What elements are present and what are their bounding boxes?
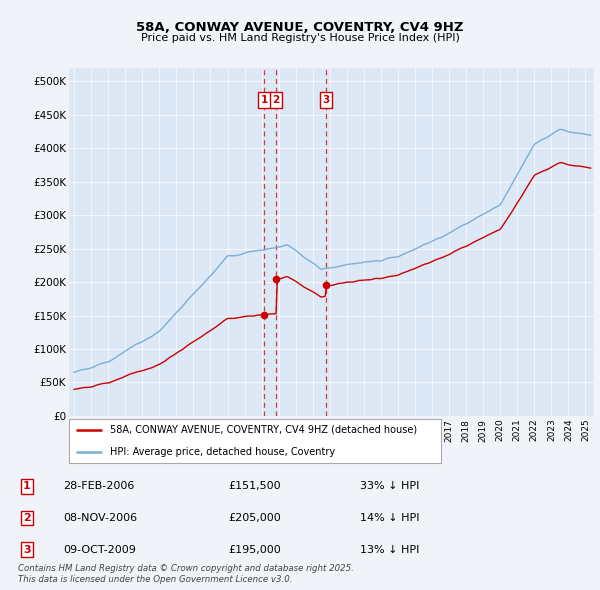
Text: This data is licensed under the Open Government Licence v3.0.: This data is licensed under the Open Gov… [18,575,293,584]
Text: 08-NOV-2006: 08-NOV-2006 [63,513,137,523]
Text: £195,000: £195,000 [228,545,281,555]
Text: 3: 3 [322,95,329,105]
Text: 33% ↓ HPI: 33% ↓ HPI [360,481,419,491]
Text: 1: 1 [23,481,31,491]
Text: 58A, CONWAY AVENUE, COVENTRY, CV4 9HZ (detached house): 58A, CONWAY AVENUE, COVENTRY, CV4 9HZ (d… [110,425,417,435]
Text: 14% ↓ HPI: 14% ↓ HPI [360,513,419,523]
Text: 58A, CONWAY AVENUE, COVENTRY, CV4 9HZ: 58A, CONWAY AVENUE, COVENTRY, CV4 9HZ [136,21,464,34]
Text: £205,000: £205,000 [228,513,281,523]
Text: 13% ↓ HPI: 13% ↓ HPI [360,545,419,555]
Text: 2: 2 [272,95,280,105]
Text: HPI: Average price, detached house, Coventry: HPI: Average price, detached house, Cove… [110,447,335,457]
Text: £151,500: £151,500 [228,481,281,491]
Text: Contains HM Land Registry data © Crown copyright and database right 2025.: Contains HM Land Registry data © Crown c… [18,564,354,573]
Text: 2: 2 [23,513,31,523]
Text: Price paid vs. HM Land Registry's House Price Index (HPI): Price paid vs. HM Land Registry's House … [140,33,460,43]
Text: 1: 1 [261,95,268,105]
Text: 3: 3 [23,545,31,555]
Text: 09-OCT-2009: 09-OCT-2009 [63,545,136,555]
Text: 28-FEB-2006: 28-FEB-2006 [63,481,134,491]
